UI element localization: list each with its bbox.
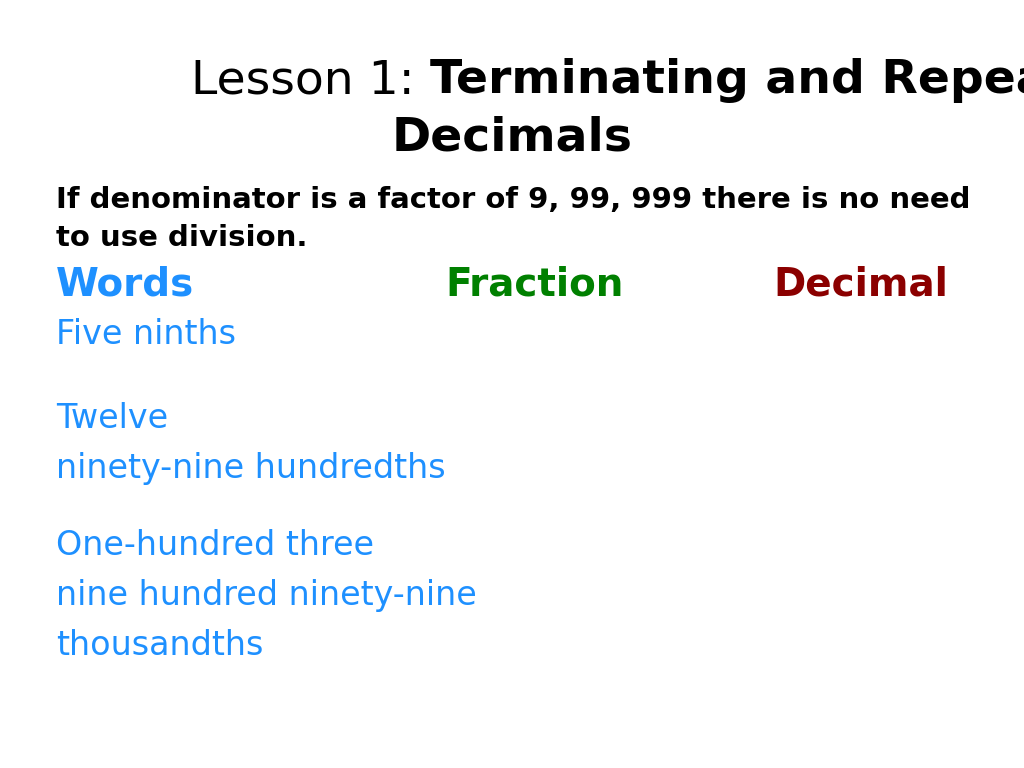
- Text: Lesson 1:: Lesson 1:: [191, 58, 430, 103]
- Text: nine hundred ninety-nine: nine hundred ninety-nine: [56, 579, 477, 611]
- Text: Decimal: Decimal: [773, 265, 948, 303]
- Text: Five ninths: Five ninths: [56, 318, 237, 350]
- Text: Terminating and Repeating: Terminating and Repeating: [430, 58, 1024, 103]
- Text: One-hundred three: One-hundred three: [56, 529, 375, 561]
- Text: Decimals: Decimals: [391, 116, 633, 161]
- Text: thousandths: thousandths: [56, 629, 264, 661]
- Text: Fraction: Fraction: [445, 265, 624, 303]
- Text: If denominator is a factor of 9, 99, 999 there is no need: If denominator is a factor of 9, 99, 999…: [56, 186, 971, 214]
- Text: Words: Words: [56, 265, 195, 303]
- Text: Twelve: Twelve: [56, 402, 168, 435]
- Text: to use division.: to use division.: [56, 224, 308, 252]
- Text: ninety-nine hundredths: ninety-nine hundredths: [56, 452, 445, 485]
